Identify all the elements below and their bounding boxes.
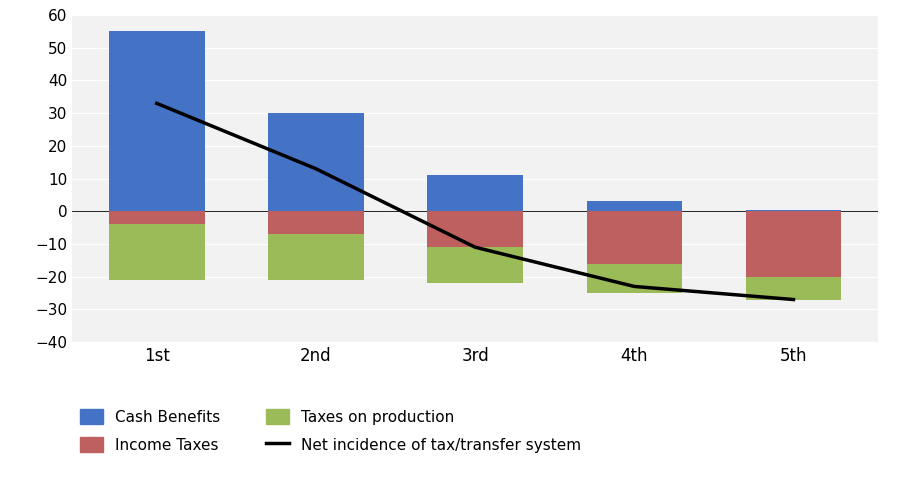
Bar	[586, 211, 682, 264]
Legend: Cash Benefits, Income Taxes, Taxes on production, Net incidence of tax/transfer : Cash Benefits, Income Taxes, Taxes on pr…	[80, 408, 582, 453]
Bar	[586, 264, 682, 293]
Bar	[268, 234, 364, 280]
Bar	[746, 210, 842, 211]
Bar	[268, 113, 364, 211]
Bar	[109, 211, 205, 224]
Bar	[746, 211, 842, 277]
Bar	[109, 224, 205, 280]
Bar	[268, 211, 364, 234]
Bar	[427, 247, 523, 283]
Bar	[746, 277, 842, 299]
Bar	[427, 176, 523, 211]
Bar	[586, 202, 682, 211]
Bar	[427, 211, 523, 247]
Bar	[109, 32, 205, 211]
